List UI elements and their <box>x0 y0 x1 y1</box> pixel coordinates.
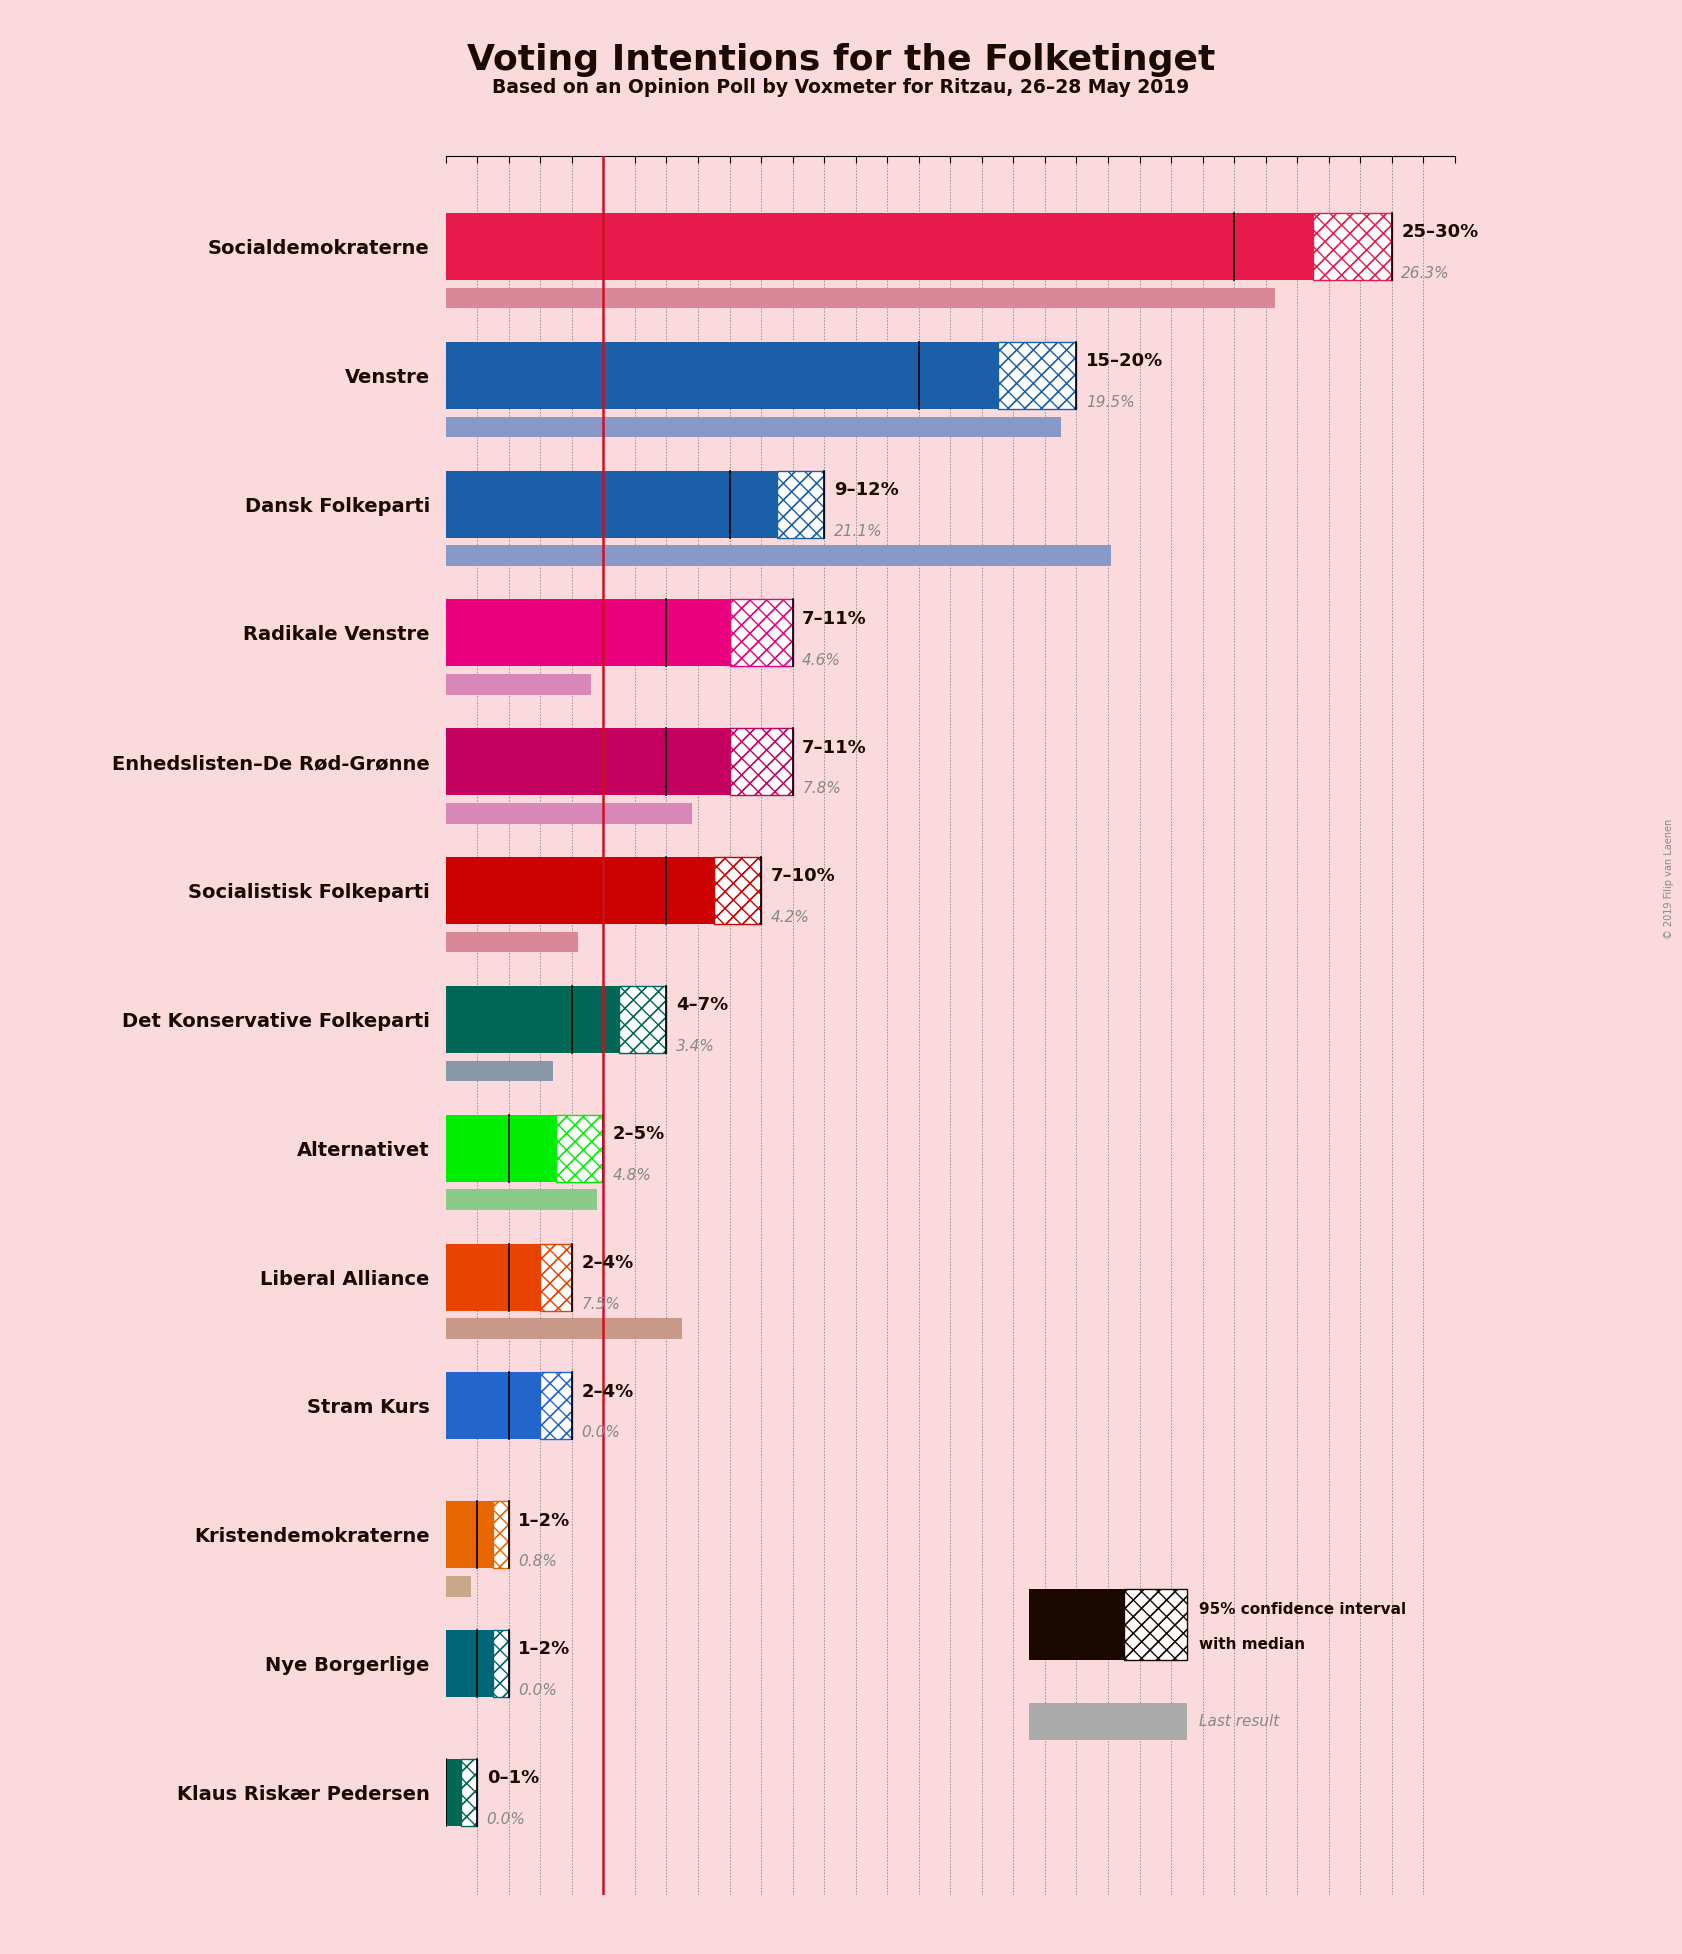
Text: 19.5%: 19.5% <box>1087 395 1135 410</box>
Bar <box>461 1759 478 1825</box>
Bar <box>1124 1589 1187 1661</box>
Text: 2–5%: 2–5% <box>612 1126 664 1143</box>
Text: 26.3%: 26.3% <box>1401 266 1450 281</box>
Bar <box>446 342 997 408</box>
Text: 25–30%: 25–30% <box>1401 223 1478 242</box>
Text: Based on an Opinion Poll by Voxmeter for Ritzau, 26–28 May 2019: Based on an Opinion Poll by Voxmeter for… <box>493 78 1189 98</box>
Bar <box>713 858 760 924</box>
Bar <box>557 1114 604 1182</box>
Bar <box>557 1114 604 1182</box>
Text: 4.2%: 4.2% <box>770 911 809 924</box>
Bar <box>461 1759 478 1825</box>
Text: 7–11%: 7–11% <box>802 739 866 756</box>
Bar <box>493 1501 508 1569</box>
Bar <box>1029 1704 1187 1739</box>
Bar <box>619 987 666 1053</box>
Text: 95% confidence interval: 95% confidence interval <box>1199 1602 1406 1616</box>
Bar <box>446 1243 540 1311</box>
Bar <box>1314 213 1391 279</box>
Bar <box>777 471 824 537</box>
Text: 0.0%: 0.0% <box>582 1424 621 1440</box>
Text: 7.5%: 7.5% <box>582 1297 621 1311</box>
Bar <box>730 729 792 795</box>
Bar <box>997 342 1076 408</box>
Bar <box>730 600 792 666</box>
Bar <box>461 1759 478 1825</box>
Bar <box>493 1501 508 1569</box>
Bar <box>446 213 1314 279</box>
Bar <box>1029 1589 1124 1661</box>
Text: 21.1%: 21.1% <box>834 524 883 539</box>
Text: 1–2%: 1–2% <box>518 1512 570 1530</box>
Bar <box>1124 1589 1187 1661</box>
Bar <box>446 987 619 1053</box>
Bar <box>1124 1589 1187 1661</box>
Bar <box>493 1630 508 1696</box>
Bar <box>446 1061 553 1081</box>
Text: 3.4%: 3.4% <box>676 1040 715 1053</box>
Bar <box>713 858 760 924</box>
Bar <box>446 1372 540 1440</box>
Bar <box>540 1243 572 1311</box>
Bar <box>446 600 730 666</box>
Bar <box>777 471 824 537</box>
Text: 7–11%: 7–11% <box>802 610 866 627</box>
Bar <box>446 471 777 537</box>
Bar <box>446 858 713 924</box>
Bar <box>557 1114 604 1182</box>
Text: 0–1%: 0–1% <box>486 1768 538 1788</box>
Bar <box>730 600 792 666</box>
Bar <box>619 987 666 1053</box>
Text: Last result: Last result <box>1199 1714 1280 1729</box>
Bar <box>1314 213 1391 279</box>
Text: 7–10%: 7–10% <box>770 868 836 885</box>
Bar <box>619 987 666 1053</box>
Text: © 2019 Filip van Laenen: © 2019 Filip van Laenen <box>1663 819 1674 940</box>
Text: 2–4%: 2–4% <box>582 1254 634 1272</box>
Bar <box>730 600 792 666</box>
Bar <box>446 416 1061 438</box>
Text: 9–12%: 9–12% <box>834 481 898 498</box>
Bar <box>730 729 792 795</box>
Bar <box>493 1630 508 1696</box>
Text: 0.0%: 0.0% <box>486 1811 525 1827</box>
Bar <box>446 545 1112 567</box>
Text: 4.8%: 4.8% <box>612 1168 651 1182</box>
Bar <box>997 342 1076 408</box>
Bar <box>446 729 730 795</box>
Bar <box>446 674 590 696</box>
Bar <box>493 1630 508 1696</box>
Text: 7.8%: 7.8% <box>802 782 841 797</box>
Text: 4–7%: 4–7% <box>676 997 728 1014</box>
Text: 0.0%: 0.0% <box>518 1682 557 1698</box>
Bar <box>446 287 1275 309</box>
Bar <box>997 342 1076 408</box>
Bar <box>446 1114 557 1182</box>
Bar <box>713 858 760 924</box>
Text: with median: with median <box>1199 1637 1305 1651</box>
Bar <box>1314 213 1391 279</box>
Bar <box>446 803 691 823</box>
Text: Voting Intentions for the Folketinget: Voting Intentions for the Folketinget <box>468 43 1214 76</box>
Bar <box>540 1372 572 1440</box>
Bar <box>446 1577 471 1596</box>
Bar <box>446 1319 683 1338</box>
Bar <box>493 1501 508 1569</box>
Text: 2–4%: 2–4% <box>582 1383 634 1401</box>
Bar <box>446 932 579 952</box>
Bar <box>540 1372 572 1440</box>
Bar <box>540 1243 572 1311</box>
Bar <box>446 1759 461 1825</box>
Text: 15–20%: 15–20% <box>1087 352 1164 369</box>
Bar <box>777 471 824 537</box>
Bar <box>446 1630 493 1696</box>
Bar <box>540 1243 572 1311</box>
Bar <box>730 729 792 795</box>
Text: 4.6%: 4.6% <box>802 653 841 668</box>
Bar <box>540 1372 572 1440</box>
Bar <box>446 1501 493 1569</box>
Text: 1–2%: 1–2% <box>518 1639 570 1659</box>
Bar <box>446 1190 597 1210</box>
Text: 0.8%: 0.8% <box>518 1553 557 1569</box>
